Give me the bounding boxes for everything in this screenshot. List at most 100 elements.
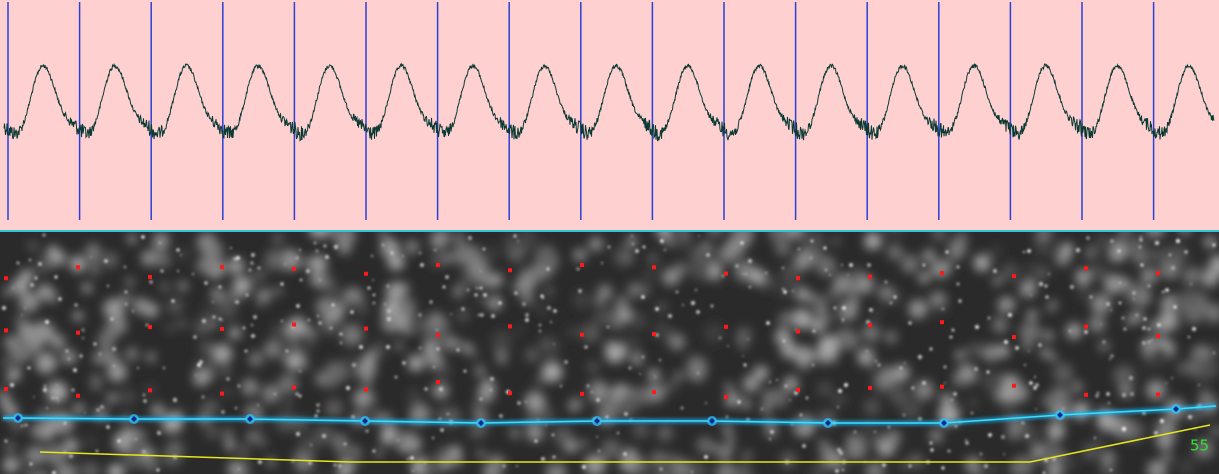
texture-blob [294,334,314,354]
speck [942,308,944,310]
texture-blob [45,295,53,303]
speck [402,361,405,364]
texture-blob [374,448,384,458]
speck [1130,392,1134,396]
speck [878,364,881,367]
texture-blob [795,251,814,270]
speck [948,450,951,453]
texture-blob [662,268,679,285]
speck [407,458,409,460]
speck [1027,249,1031,253]
grid-point [652,265,656,269]
texture-blob [2,357,12,367]
speck [1142,341,1145,344]
speck [893,295,896,298]
texture-blob [442,459,453,470]
speck [930,448,933,451]
speck [641,295,644,298]
speck [373,294,375,296]
speck [5,440,8,443]
texture-blob [350,445,360,455]
speck [654,376,656,378]
texture-blob [324,361,345,382]
grid-point [4,276,8,280]
texture-blob [535,378,544,387]
speck [436,329,438,331]
speck [553,456,556,459]
speck [629,367,632,370]
screen: 55 [0,0,1219,474]
speck [412,470,414,472]
texture-blob [1019,321,1040,342]
speck [1044,284,1047,287]
texture-blob [648,369,660,381]
speck [1086,236,1089,239]
speck [24,307,26,309]
speck [1048,273,1050,275]
speck [157,469,160,472]
speck [1162,291,1164,293]
speck [514,291,517,294]
speck [1096,395,1099,398]
texture-blob [103,298,124,319]
speck [296,393,299,396]
grid-point [364,327,368,331]
speck [664,249,666,251]
texture-blob [1192,294,1202,304]
grid-point [940,320,944,324]
speck [79,354,82,357]
speck [478,314,480,316]
grid-point [1156,393,1160,397]
speck [596,436,598,438]
speck [253,315,256,318]
speck [30,463,33,466]
grid-point [292,386,296,390]
texture-blob [241,459,251,469]
speck [704,455,708,459]
texture-blob [1047,422,1065,440]
texture-blob [539,337,551,349]
texture-blob [85,243,100,258]
speck [480,313,484,317]
texture-blob [193,370,209,386]
texture-blob [1117,235,1125,243]
speck [842,469,844,471]
speck [1154,431,1158,435]
texture-blob [443,253,454,264]
texture-blob [568,402,578,412]
speck [2,306,6,310]
speck [1192,327,1196,331]
grid-point [1084,393,1088,397]
speck [322,434,326,438]
speck [1015,346,1018,349]
texture-blob [743,376,759,392]
speck [334,464,336,466]
speck [316,403,319,406]
speck [738,401,741,404]
texture-blob [1163,297,1174,308]
texture-blob [627,236,638,247]
speck [837,406,839,408]
speck [1190,283,1192,285]
speck [798,248,800,250]
speck [443,286,446,289]
texture-blob [122,428,134,440]
texture-blob [270,325,287,342]
texture-blob [7,370,19,382]
speck [516,465,518,467]
speck [1122,427,1126,431]
texture-blob [653,321,672,340]
texture-blob [509,427,520,438]
speck [441,429,444,432]
texture-blob [503,234,518,249]
texture-blob [619,393,639,413]
speck [918,417,922,421]
speck [202,319,206,323]
speck [1103,341,1106,344]
speck [1139,246,1142,249]
speck [467,289,470,292]
speck [735,264,739,268]
speck [132,310,134,312]
texture-blob [265,250,286,271]
speck [480,398,483,401]
